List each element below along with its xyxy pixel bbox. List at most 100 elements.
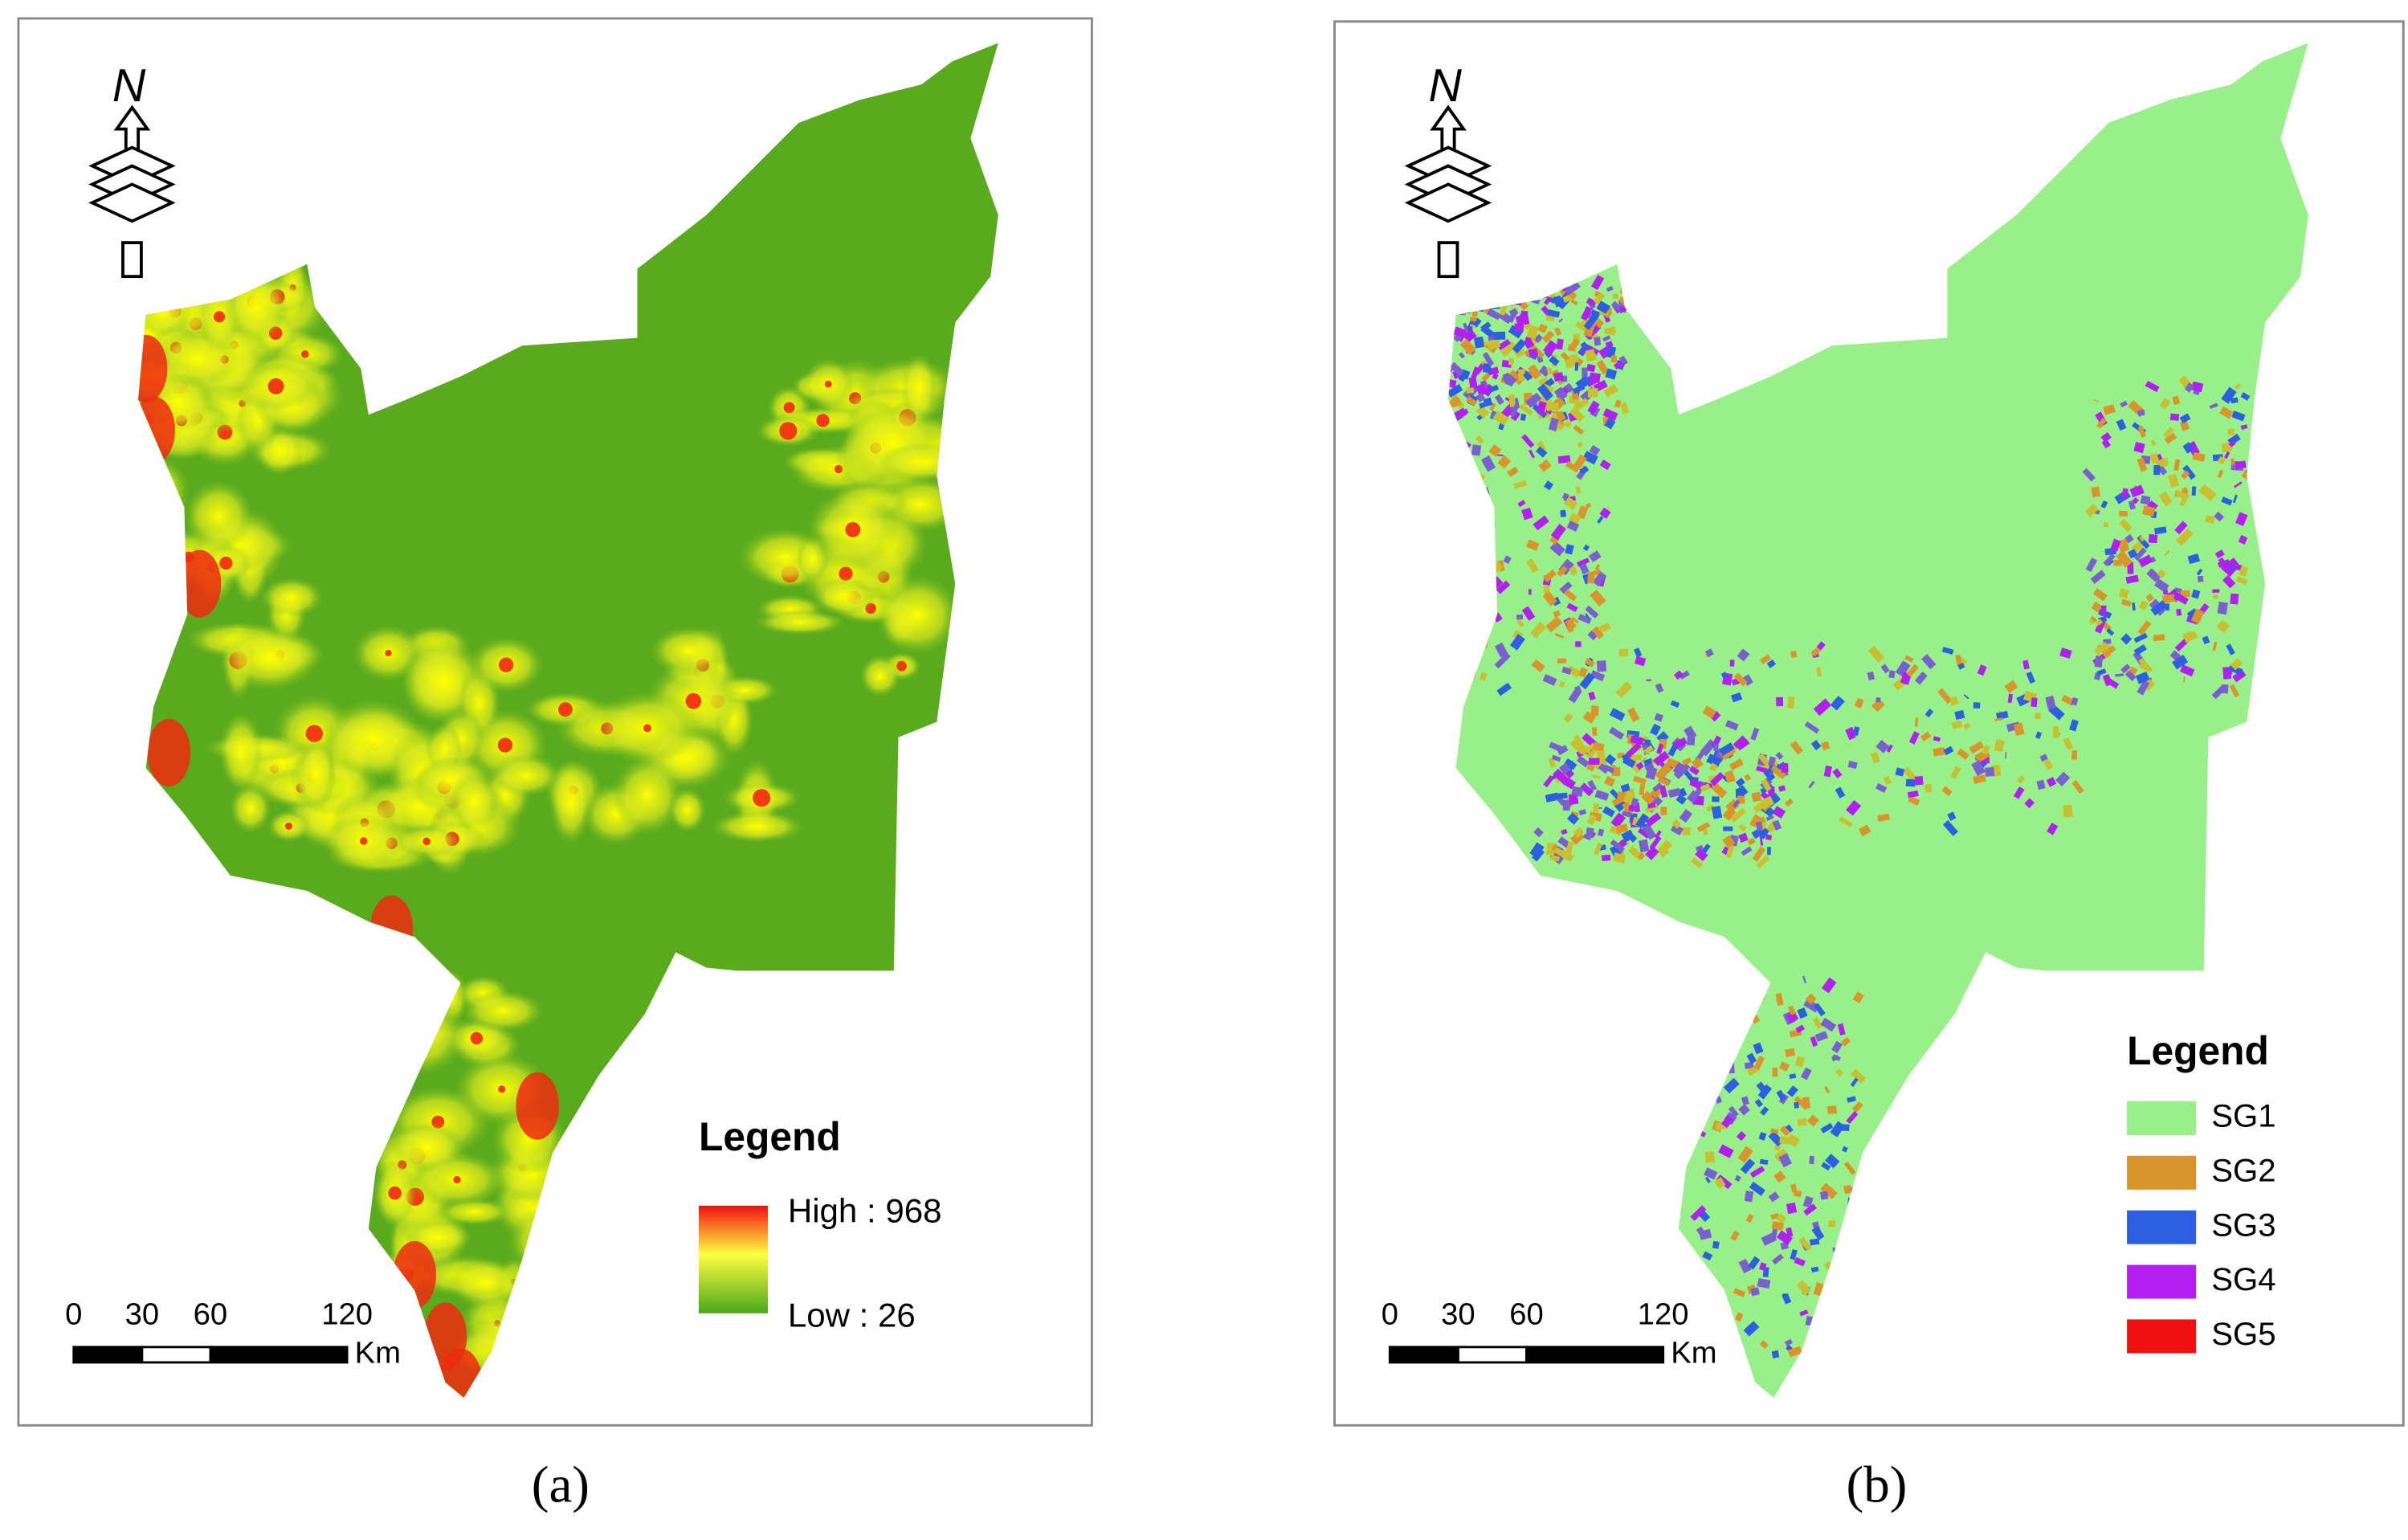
soil-patch — [1888, 748, 1891, 750]
soil-patch — [2133, 499, 2137, 503]
caption: (b) — [1847, 1456, 1908, 1514]
soil-patch — [1835, 1043, 1839, 1052]
soil-patch — [1570, 517, 1579, 521]
soil-patch — [1778, 1216, 1785, 1220]
soil-patch — [1647, 759, 1649, 764]
soil-patch — [2155, 529, 2166, 531]
soil-patch — [1849, 803, 1857, 812]
scale-segment — [142, 1347, 210, 1362]
soil-patch — [2233, 660, 2240, 668]
soil-patch — [1818, 643, 1823, 648]
soil-patch — [1565, 781, 1573, 786]
soil-patch — [1995, 765, 1997, 776]
soil-patch — [1578, 443, 1582, 447]
soil-patch — [2131, 489, 2142, 494]
soil-patch — [2131, 501, 2133, 509]
soil-patch — [1746, 775, 1749, 780]
soil-patch — [2206, 518, 2214, 520]
soil-patch — [2234, 498, 2236, 499]
soil-patch — [1908, 793, 1918, 795]
relief — [753, 789, 770, 807]
soil-patch — [1877, 786, 1886, 790]
soil-patch — [1770, 772, 1772, 773]
soil-patch — [1737, 1176, 1739, 1181]
soil-patch — [1957, 655, 1959, 665]
soil-patch — [1848, 764, 1856, 766]
soil-patch — [1557, 795, 1568, 796]
soil-patch — [1774, 1129, 1775, 1133]
soil-patch — [1653, 725, 1658, 734]
relief — [219, 557, 232, 570]
soil-patch — [1531, 326, 1534, 338]
soil-patch — [1951, 700, 1958, 702]
relief — [148, 719, 191, 786]
soil-patch — [1622, 813, 1631, 815]
soil-patch — [1777, 754, 1782, 758]
soil-patch — [1528, 543, 1538, 547]
soil-patch — [1613, 800, 1621, 804]
soil-patch — [1771, 786, 1772, 796]
soil-patch — [1623, 403, 1626, 414]
soil-patch — [1790, 696, 1791, 708]
soil-patch — [1953, 724, 1962, 726]
soil-patch — [1753, 796, 1761, 798]
soil-patch — [1838, 788, 1843, 797]
soil-patch — [2140, 558, 2151, 564]
soil-patch — [1540, 402, 1543, 413]
soil-patch — [1635, 652, 1640, 654]
soil-patch — [1576, 489, 1580, 490]
soil-patch — [1854, 731, 1859, 732]
legend-low: Low : 26 — [788, 1297, 916, 1334]
soil-patch — [1515, 483, 1527, 486]
soil-patch — [1773, 1225, 1783, 1227]
legend-title: Legend — [699, 1114, 841, 1159]
soil-patch — [1933, 751, 1945, 753]
soil-patch — [1812, 1037, 1815, 1046]
soil-patch — [1575, 830, 1582, 835]
soil-patch — [1789, 1138, 1798, 1143]
soil-patch — [1506, 557, 1509, 562]
soil-patch — [1533, 349, 1534, 357]
soil-patch — [1484, 368, 1491, 369]
soil-patch — [2177, 588, 2178, 592]
soil-patch — [1547, 406, 1559, 407]
soil-patch — [1604, 462, 1607, 468]
soil-patch — [1558, 748, 1567, 753]
soil-patch — [1704, 848, 1708, 850]
soil-patch — [2236, 464, 2246, 466]
soil-patch — [2181, 416, 2190, 421]
soil-patch — [1835, 770, 1839, 777]
soil-patch — [1484, 361, 1486, 362]
soil-patch — [1878, 817, 1889, 819]
soil-patch — [1797, 1191, 1798, 1196]
scale-label: 60 — [1509, 1297, 1544, 1332]
soil-patch — [1515, 327, 1524, 328]
soil-patch — [1808, 996, 1814, 1002]
soil-patch — [1566, 362, 1574, 365]
soil-patch — [2152, 442, 2155, 443]
soil-patch — [2104, 442, 2108, 445]
soil-patch — [2104, 408, 2115, 411]
relief — [390, 1122, 463, 1172]
soil-patch — [1749, 1054, 1754, 1062]
soil-patch — [2105, 551, 2116, 552]
soil-patch — [1606, 422, 1614, 426]
soil-patch — [1959, 711, 1961, 719]
soil-patch — [2226, 455, 2229, 456]
soil-patch — [1704, 1254, 1711, 1258]
soil-patch — [1607, 757, 1614, 762]
soil-patch — [2222, 499, 2232, 503]
soil-patch — [2231, 561, 2236, 565]
soil-patch — [1582, 565, 1586, 573]
soil-patch — [1705, 1171, 1716, 1176]
soil-patch — [1596, 566, 1599, 568]
soil-patch — [1691, 782, 1700, 786]
soil-patch — [1737, 1313, 1741, 1321]
soil-patch — [2122, 602, 2131, 604]
soil-patch — [1662, 786, 1664, 797]
soil-patch — [1810, 1241, 1818, 1243]
soil-patch — [1760, 1162, 1768, 1163]
soil-patch — [2137, 676, 2149, 680]
soil-patch — [2234, 398, 2235, 402]
soil-patch — [2237, 385, 2239, 387]
